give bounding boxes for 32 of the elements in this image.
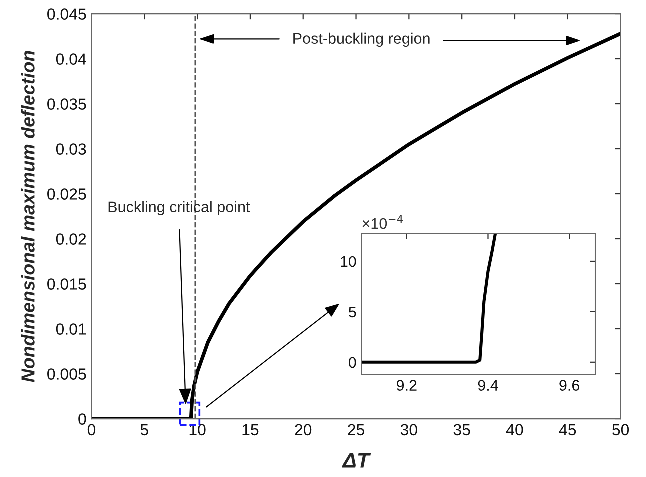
x-tick-label: 45 [559,424,576,436]
x-tick-label: 0 [88,424,96,436]
x-tick-label: 9.2 [397,380,417,392]
x-tick-label: 30 [400,424,418,436]
y-tick-label: 10 [341,256,356,268]
line-series [362,234,498,364]
y-tick-label: 0.045 [48,8,86,20]
x-tick-label: 15 [242,424,259,436]
y-tick-label: 0.035 [48,98,86,110]
y-tick-label: 0.03 [56,144,86,155]
y-tick-label: 0.005 [48,368,86,380]
x-tick-label: 25 [348,424,364,436]
y-tick-label: 0.015 [48,278,86,290]
annotation: Post-buckling region [294,32,430,48]
annotation: ×10$^{−4}$ [362,215,403,230]
y-tick-label: 0 [349,357,356,368]
x-tick-label: 5 [140,424,148,436]
x-tick-label: 40 [506,424,524,436]
y-tick-label: 0 [78,414,86,425]
y-tick-label: 0.04 [56,54,86,65]
x-axis-title: ΔT [342,453,372,468]
x-tick-label: 50 [612,424,630,436]
y-axis-title: Nondimensional maximum deflection [21,51,35,382]
y-tick-label: 0.02 [56,234,86,245]
x-tick-label: 35 [454,424,470,436]
x-tick-label: 9.6 [560,380,580,392]
x-tick-label: 9.4 [478,380,498,392]
annotation: Buckling critical point [108,201,250,216]
x-tick-label: 20 [295,424,312,436]
y-tick-label: 0.01 [56,324,86,335]
y-tick-label: 0.025 [48,188,86,200]
y-tick-label: 5 [349,306,356,318]
